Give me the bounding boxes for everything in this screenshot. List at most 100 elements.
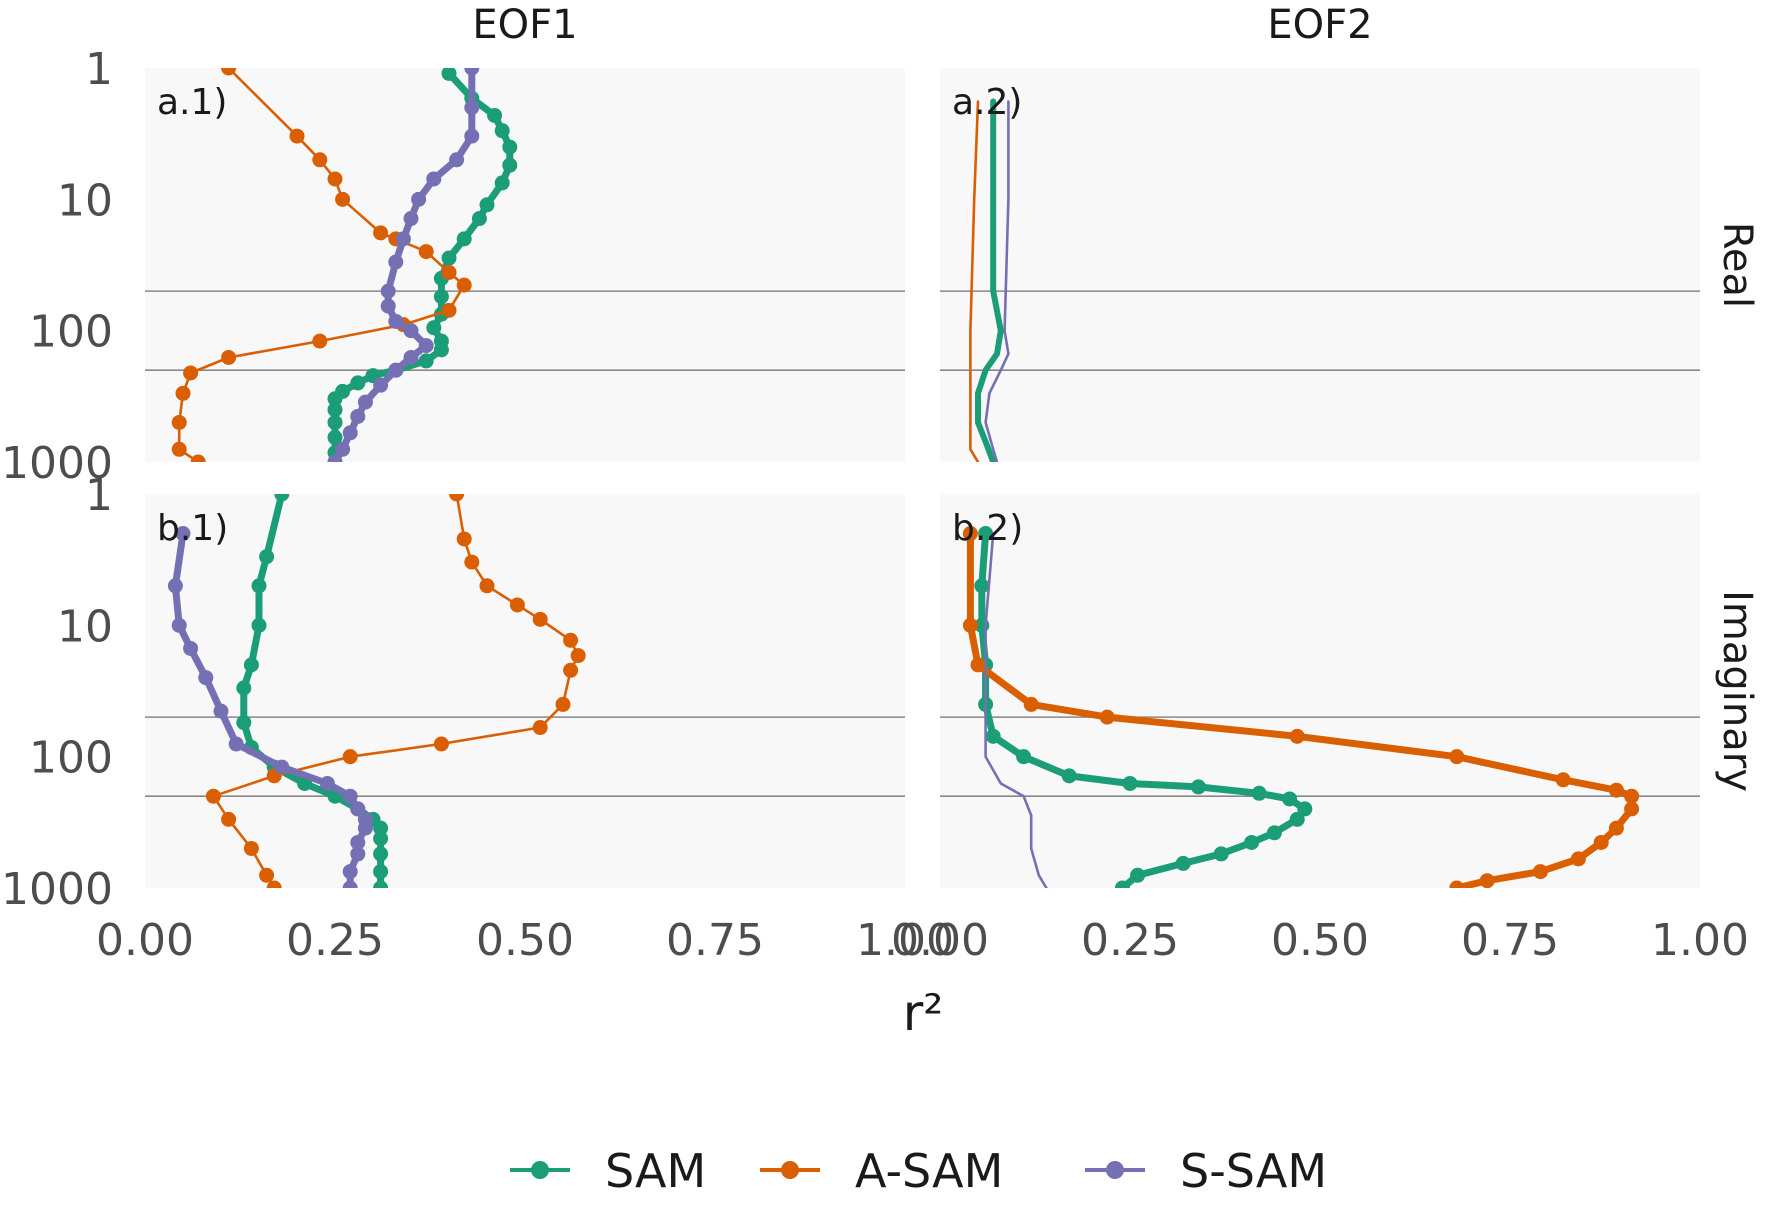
data-point-A-SAM: [1289, 728, 1305, 744]
data-point-SAM: [1175, 855, 1191, 871]
data-point-S-SAM: [403, 211, 419, 227]
y-tick-label: 10: [57, 601, 113, 652]
column-strip-label: EOF2: [1267, 2, 1372, 48]
data-point-S-SAM: [167, 578, 183, 594]
data-point-S-SAM: [350, 846, 366, 862]
panel-background: [940, 68, 1700, 462]
y-tick-label: 100: [29, 733, 113, 784]
data-point-SAM: [251, 578, 267, 594]
data-point-SAM: [373, 820, 389, 836]
data-point-SAM: [236, 715, 252, 731]
data-point-SAM: [327, 414, 343, 430]
data-point-A-SAM: [449, 494, 465, 502]
data-point-S-SAM: [357, 394, 373, 410]
series-line-SAM: [975, 98, 1004, 462]
panel-b2: b.2): [940, 494, 1700, 888]
data-point-S-SAM: [213, 703, 229, 719]
data-point-S-SAM: [373, 377, 389, 393]
data-point-S-SAM: [183, 640, 199, 656]
data-point-SAM: [985, 728, 1001, 744]
data-point-A-SAM: [570, 648, 586, 664]
x-tick-label: 0.00: [96, 915, 194, 966]
panel-a1: a.1): [145, 68, 905, 462]
data-point-SAM: [433, 289, 449, 305]
data-point-A-SAM: [221, 68, 237, 76]
data-point-SAM: [1122, 775, 1138, 791]
data-point-A-SAM: [1555, 772, 1571, 788]
data-point-S-SAM: [175, 526, 191, 542]
data-point-SAM: [236, 680, 252, 696]
data-point-SAM: [418, 353, 434, 369]
legend-label: A-SAM: [855, 1144, 1003, 1198]
data-point-A-SAM: [509, 597, 525, 613]
data-point-SAM: [1244, 834, 1260, 850]
data-point-A-SAM: [183, 365, 199, 381]
series-line-S-SAM: [984, 100, 1010, 462]
x-tick-label: 0.75: [1461, 915, 1559, 966]
y-tick-label: 1000: [1, 864, 113, 915]
data-point-A-SAM: [418, 244, 434, 260]
legend-key-point: [781, 1161, 799, 1179]
data-point-S-SAM: [327, 454, 343, 462]
data-point-SAM: [243, 657, 259, 673]
data-point-SAM: [350, 375, 366, 391]
x-tick-label: 0.25: [286, 915, 384, 966]
data-point-SAM: [1114, 880, 1130, 888]
data-point-SAM: [327, 402, 343, 418]
panel-label: b.2): [952, 508, 1023, 549]
data-point-SAM: [373, 846, 389, 862]
series-line-A-SAM: [969, 100, 980, 462]
data-point-SAM: [259, 549, 275, 565]
data-point-SAM: [433, 342, 449, 358]
data-point-A-SAM: [1479, 873, 1495, 888]
panel-a2: a.2): [940, 68, 1700, 462]
data-point-S-SAM: [380, 283, 396, 299]
data-point-A-SAM: [1532, 864, 1548, 880]
data-point-A-SAM: [1449, 880, 1465, 888]
data-point-S-SAM: [426, 171, 442, 187]
panel-label: b.1): [157, 508, 228, 549]
x-tick-label: 0.75: [666, 915, 764, 966]
data-point-SAM: [373, 831, 389, 847]
data-point-A-SAM: [289, 128, 305, 144]
data-point-A-SAM: [1099, 709, 1115, 725]
legend-label: SAM: [605, 1144, 706, 1198]
data-point-S-SAM: [342, 788, 358, 804]
data-point-A-SAM: [1593, 834, 1609, 850]
data-point-A-SAM: [373, 225, 389, 241]
data-point-S-SAM: [380, 298, 396, 314]
y-tick-label: 1: [85, 44, 113, 95]
data-point-SAM: [471, 211, 487, 227]
data-point-A-SAM: [532, 611, 548, 627]
data-point-S-SAM: [342, 880, 358, 888]
panel-label: a.2): [952, 82, 1022, 123]
x-axis-title: r²: [903, 984, 944, 1042]
data-point-SAM: [1061, 768, 1077, 784]
data-point-SAM: [479, 197, 495, 213]
data-point-SAM: [974, 578, 990, 594]
data-point-A-SAM: [175, 385, 191, 401]
data-point-S-SAM: [464, 68, 480, 76]
data-point-S-SAM: [403, 349, 419, 365]
data-point-SAM: [327, 429, 343, 445]
data-point-A-SAM: [221, 349, 237, 365]
data-point-A-SAM: [962, 526, 978, 542]
data-point-SAM: [426, 320, 442, 336]
data-point-SAM: [373, 864, 389, 880]
y-tick-label: 1000: [1, 438, 113, 489]
data-point-A-SAM: [1608, 782, 1624, 798]
data-point-A-SAM: [221, 811, 237, 827]
panel-plot: [171, 68, 518, 462]
data-point-A-SAM: [342, 749, 358, 765]
data-point-A-SAM: [335, 191, 351, 207]
data-point-SAM: [373, 880, 389, 888]
column-strip-label: EOF1: [472, 2, 577, 48]
data-point-A-SAM: [1608, 820, 1624, 836]
data-point-A-SAM: [563, 632, 579, 648]
panel-background: [145, 494, 905, 888]
data-point-A-SAM: [456, 531, 472, 547]
x-tick-label: 0.00: [891, 915, 989, 966]
data-point-A-SAM: [312, 152, 328, 168]
data-point-A-SAM: [970, 657, 986, 673]
